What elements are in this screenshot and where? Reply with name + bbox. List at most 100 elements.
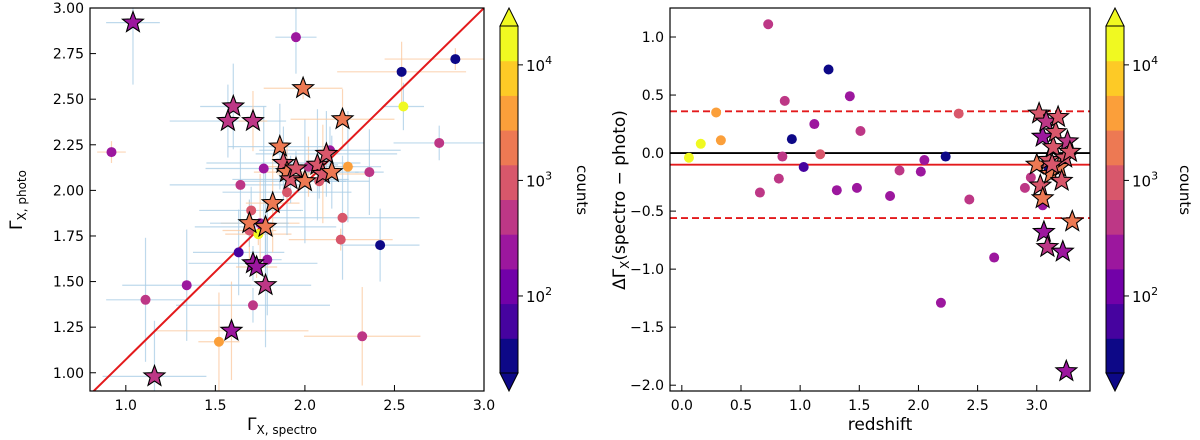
colorbar-frame	[499, 25, 519, 374]
colorbar-tick-label: 104	[1132, 54, 1158, 75]
scatter-point	[915, 166, 926, 177]
star-point	[1040, 152, 1065, 175]
y-tick-label: 2.25	[53, 138, 84, 154]
scatter-point	[337, 212, 348, 223]
colorbar-top-arrow	[1105, 6, 1125, 27]
star-point	[253, 214, 278, 238]
star-point	[1031, 219, 1056, 243]
star-point	[319, 159, 344, 183]
y-tick-label: 1.50	[53, 275, 84, 291]
star-point	[271, 150, 296, 174]
right-y-axis-label: ΔΓX(spectro − photo)	[610, 110, 632, 290]
x-tick-label: 2.0	[294, 398, 316, 414]
star-point	[120, 10, 145, 33]
scatter-point	[953, 108, 964, 119]
star-point	[1035, 234, 1060, 258]
scatter-point	[964, 194, 975, 205]
y-tick-label: 0.5	[642, 88, 664, 104]
scatter-point	[434, 137, 445, 148]
star-point	[305, 152, 330, 175]
scatter-point	[290, 32, 301, 43]
star-point	[1046, 104, 1070, 128]
right-plot-frame	[669, 7, 1091, 392]
colorbar-segment	[1106, 95, 1124, 131]
right-ticks: 0.0 0.5 1.0 1.5 2.0 2.5 3.0 −2.0 −1.5 −1.0 −0.5 0.0…	[630, 30, 1048, 414]
scatter-point	[375, 240, 386, 251]
scatter-point	[683, 152, 694, 163]
scatter-point	[398, 101, 409, 112]
left-chart: 1.0 1.5 2.0 2.5 3.0 1.00 1.25 1.50 1.75 2.00 2.25 2…	[7, 1, 591, 437]
scatter-point	[894, 165, 905, 176]
star-point	[1054, 358, 1079, 382]
x-tick-label: 0.5	[730, 398, 752, 414]
scatter-point	[181, 280, 192, 291]
y-tick-label: 1.75	[53, 229, 84, 245]
colorbar-segment	[1106, 164, 1124, 200]
scatter-point	[823, 64, 834, 75]
star-point	[1060, 209, 1085, 232]
scatter-point	[885, 191, 896, 202]
colorbar-segment	[500, 338, 518, 374]
scatter-point	[777, 151, 788, 162]
colorbar-segment	[500, 234, 518, 270]
x-tick-label: 1.0	[115, 398, 137, 414]
scatter-point	[213, 336, 224, 347]
scatter-point	[855, 126, 866, 137]
colorbar-tick-label: 102	[526, 285, 552, 306]
colorbar-top-arrow	[499, 6, 519, 27]
star-point	[244, 254, 269, 278]
scatter-point	[106, 147, 117, 158]
colorbar-segment	[1106, 60, 1124, 96]
scatter-point	[364, 167, 375, 178]
star-point	[221, 93, 246, 117]
scatter-point	[235, 179, 246, 190]
scatter-point	[695, 138, 706, 149]
colorbar-frame	[1105, 25, 1125, 374]
y-tick-label: 1.25	[53, 320, 84, 336]
scatter-point	[247, 300, 258, 311]
star-point	[330, 106, 355, 130]
left-colorbar-label: counts	[573, 165, 591, 215]
scatter-point	[233, 247, 244, 258]
scatter-point	[773, 173, 784, 184]
colorbar-segment	[500, 130, 518, 166]
x-tick-label: 1.5	[204, 398, 226, 414]
y-tick-label: 2.00	[53, 183, 84, 199]
colorbar-segment	[500, 164, 518, 200]
star-point	[1049, 168, 1074, 192]
star-point	[1050, 239, 1075, 262]
right-colorbar-label: counts	[1176, 165, 1194, 215]
right-colorbar: 102 103 104	[1105, 6, 1158, 393]
scatter-point	[786, 134, 797, 145]
colorbar-tick-label: 102	[1132, 285, 1158, 306]
scatter-point	[763, 19, 774, 30]
scatter-point	[815, 149, 826, 160]
scatter-point	[396, 66, 407, 77]
scatter-point	[335, 234, 346, 245]
star-point	[267, 134, 292, 157]
star-point	[292, 168, 317, 192]
y-tick-label: −1.0	[630, 262, 664, 278]
colorbar-tick-label: 104	[526, 54, 552, 75]
star-point	[314, 141, 339, 165]
star-point	[1043, 119, 1068, 143]
right-chart: 0.0 0.5 1.0 1.5 2.0 2.5 3.0 −2.0 −1.5 −1.0 −0.5 0.0…	[610, 6, 1194, 435]
scatter-point	[809, 119, 820, 130]
colorbar-segment	[1106, 234, 1124, 270]
colorbar-segment	[1106, 199, 1124, 235]
x-tick-label: 2.5	[966, 398, 988, 414]
left-x-axis-label: ΓX, spectro	[247, 415, 317, 437]
x-tick-label: 2.0	[907, 398, 929, 414]
y-tick-label: 2.75	[53, 47, 84, 63]
y-tick-label: 2.50	[53, 92, 84, 108]
x-tick-label: 3.0	[473, 398, 495, 414]
left-lines	[92, 8, 484, 391]
x-tick-label: 0.0	[671, 398, 693, 414]
y-tick-label: 1.00	[53, 366, 84, 382]
colorbar-segment	[500, 268, 518, 305]
scatter-point	[798, 162, 809, 173]
left-colorbar: 102 103 104	[499, 6, 552, 393]
colorbar-tick-label: 103	[1132, 169, 1158, 190]
scatter-point	[754, 187, 765, 198]
star-point	[1028, 173, 1053, 196]
